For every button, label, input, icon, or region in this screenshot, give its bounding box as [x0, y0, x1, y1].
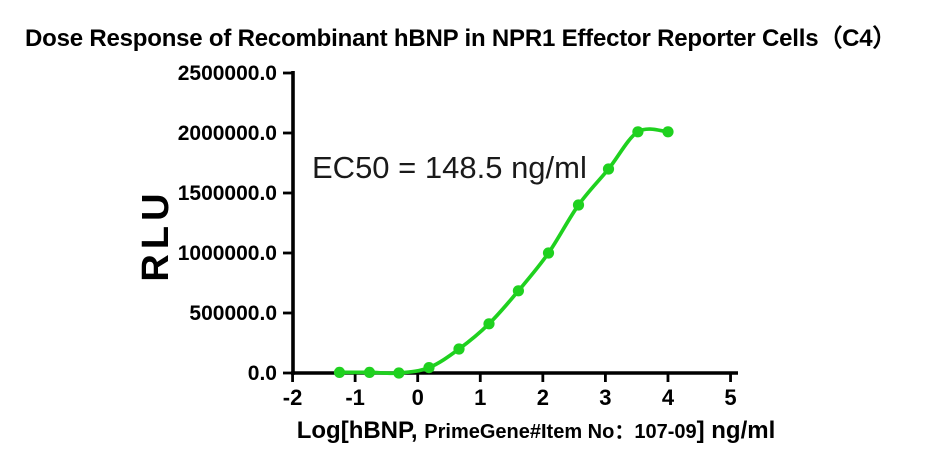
data-point	[572, 199, 585, 211]
ec50-annotation: EC50 = 148.5 ng/ml	[312, 150, 587, 185]
y-axis-label: RLU	[135, 188, 177, 281]
data-point	[363, 366, 376, 378]
data-point	[602, 163, 615, 175]
x-tick-label: -2	[283, 385, 303, 410]
y-tick-label: 500000.0	[189, 302, 277, 325]
x-tick-label: -1	[345, 385, 365, 410]
data-point	[542, 247, 555, 259]
y-tick-label: 1000000.0	[178, 242, 277, 265]
data-point	[423, 362, 435, 374]
y-tick-label: 1500000.0	[178, 182, 277, 205]
data-point	[483, 318, 495, 330]
x-axis-label-segment: PrimeGene#Item No：107-09	[424, 421, 696, 443]
x-tick-label: 3	[599, 385, 611, 410]
y-tick-label: 2000000.0	[178, 122, 277, 145]
x-axis-label: Log[hBNP, PrimeGene#Item No：107-09] ng/m…	[297, 417, 776, 444]
data-point	[333, 366, 346, 378]
x-axis-label-segment: ] ng/ml	[697, 417, 776, 444]
data-point	[453, 343, 465, 355]
data-point	[393, 367, 405, 379]
x-tick-label: 1	[474, 385, 486, 410]
chart-title: Dose Response of Recombinant hBNP in NPR…	[25, 25, 897, 52]
x-tick-label: 0	[412, 385, 424, 410]
data-point	[512, 285, 525, 297]
data-point	[632, 126, 644, 138]
x-tick-label: 4	[662, 385, 675, 410]
x-axis-label-segment: Log[hBNP,	[297, 417, 425, 444]
y-tick-label: 0.0	[248, 362, 277, 385]
y-tick-label: 2500000.0	[178, 62, 277, 85]
data-point	[662, 126, 674, 138]
x-tick-label: 5	[724, 385, 736, 410]
x-tick-label: 2	[537, 385, 549, 410]
